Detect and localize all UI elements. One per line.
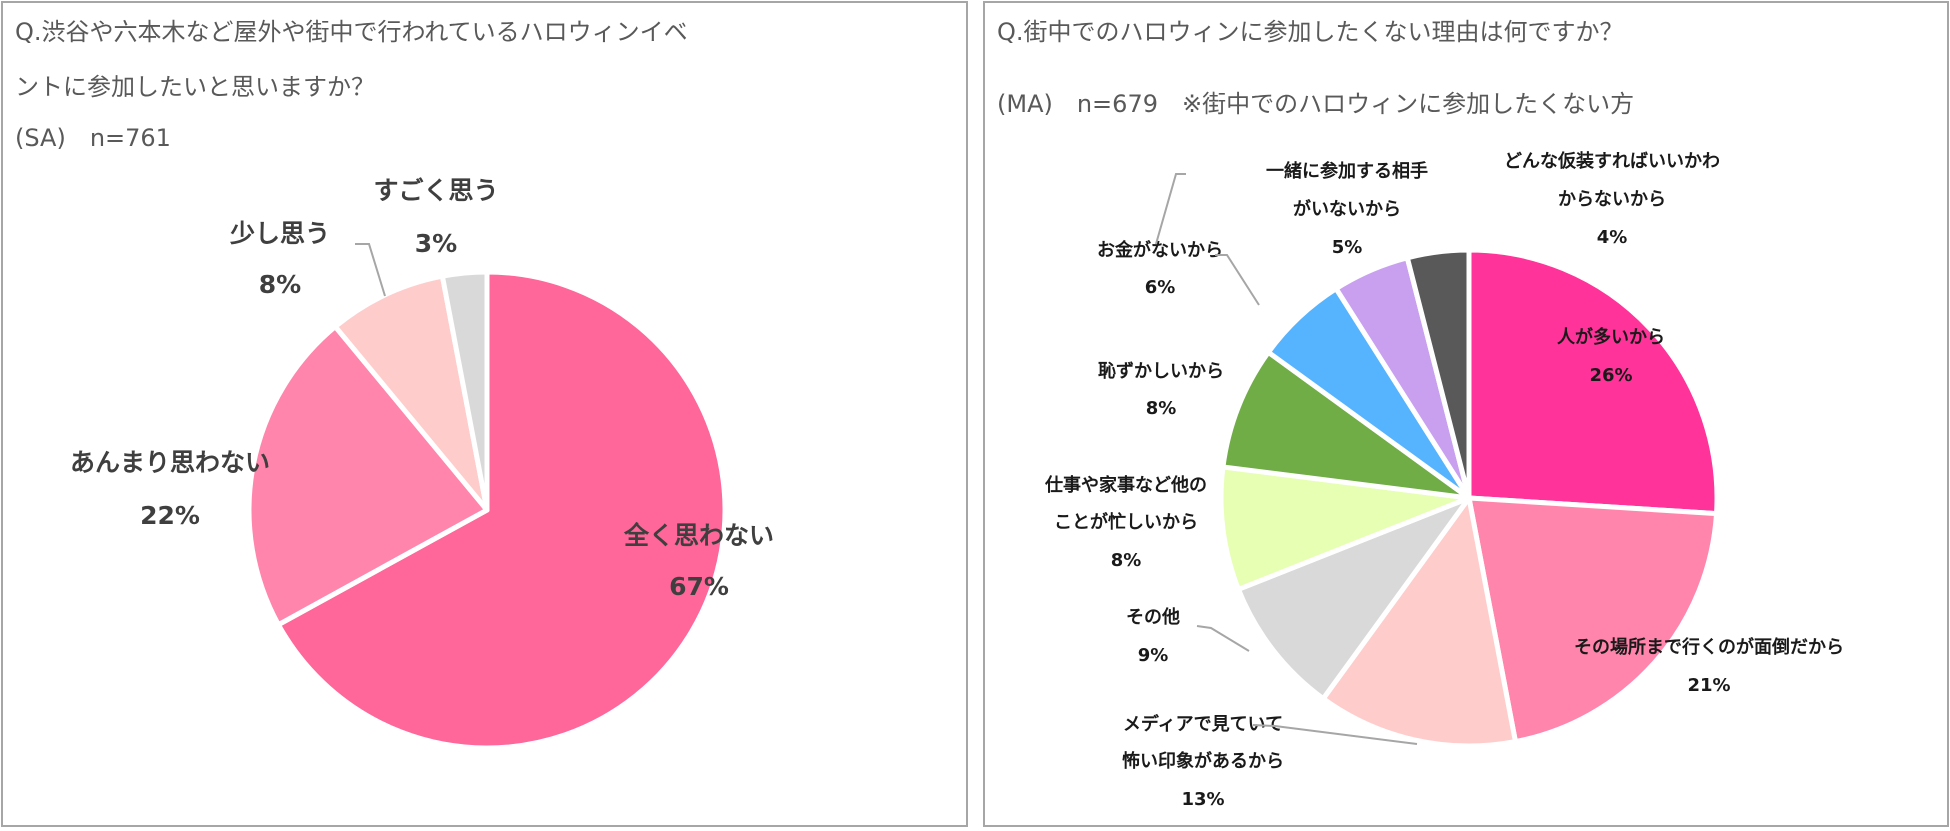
chart2-label-7-line-0: 一緒に参加する相手 — [1266, 160, 1428, 182]
chart1-label-3: すごく思う — [373, 176, 498, 205]
chart1-leader-line-2 — [355, 243, 386, 297]
chart2-pct-8: 4% — [1597, 227, 1628, 248]
chart2-pct-5: 8% — [1146, 398, 1177, 419]
chart1-slice-2 — [332, 273, 490, 513]
chart2-pct-6: 6% — [1145, 277, 1176, 298]
chart2-pct-4: 8% — [1111, 550, 1142, 571]
chart2-slice-0 — [1466, 247, 1720, 517]
chart1-label-2: 少し思う — [229, 219, 330, 248]
chart2-slice-2 — [1320, 495, 1518, 749]
chart2-pct-7: 5% — [1332, 237, 1363, 258]
chart1-pct-2: 8% — [259, 270, 301, 299]
chart2-pct-0: 26% — [1589, 365, 1632, 386]
chart2-label-6-line-0: お金がないから — [1097, 239, 1223, 261]
chart1-pct-1: 22% — [140, 501, 200, 530]
chart1-pct-0: 67% — [669, 572, 729, 601]
chart2-slice-8 — [1404, 247, 1472, 501]
chart2-label-7-line-1: がいないから — [1293, 198, 1401, 220]
chart1-subtitle: (SA) n=761 — [15, 124, 171, 152]
chart2-slice-1 — [1466, 495, 1720, 745]
chart2-slice-4 — [1218, 464, 1472, 592]
chart2-title-line2: (MA) n=679 ※街中でのハロウィンに参加したくない方 — [997, 90, 1635, 118]
chart1-title-line2: ントに参加したいと思いますか？ — [15, 73, 375, 101]
chart1-slice-3 — [439, 269, 490, 513]
chart1-label-0: 全く思わない — [623, 521, 774, 550]
chart2-pie: 人が多いから 26% その場所まで行くのが面倒だから 21% メディアで見ていて怖い印象… — [1044, 150, 1844, 810]
chart2-label-8-line-1: からないから — [1558, 189, 1666, 210]
chart1-slice-1 — [246, 324, 490, 628]
chart2-leader-line-6 — [1215, 254, 1260, 306]
chart2-label-3-line-0: その他 — [1126, 606, 1180, 628]
chart2-leader-line-8 — [1155, 173, 1186, 245]
chart1-pie: 全く思わない 67% あんまり思わない 22% 少し思う 8% すごく思う 3% — [70, 176, 774, 751]
chart1-label-1: あんまり思わない — [70, 448, 270, 477]
chart2-pct-3: 9% — [1138, 645, 1169, 666]
chart2-label-1-line-0: その場所まで行くのが面倒だから — [1574, 636, 1844, 658]
chart2-leader-line-2 — [1252, 724, 1418, 745]
chart-panel-reasons-not-attending: Q.街中でのハロウィンに参加したくない理由は何ですか？ (MA) n=679 ※… — [983, 1, 1949, 827]
chart1-slice-0 — [275, 269, 728, 751]
chart2-pct-2: 13% — [1181, 789, 1224, 810]
chart2-label-5-line-0: 恥ずかしいから — [1098, 361, 1224, 382]
chart2-slice-5 — [1220, 349, 1472, 501]
chart2-leader-line-3 — [1196, 625, 1250, 652]
chart1-title-line1: Q.渋谷や六本木など屋外や街中で行われているハロウィンイベ — [15, 18, 688, 46]
chart1-pct-3: 3% — [415, 229, 457, 258]
chart2-slice-3 — [1235, 495, 1472, 702]
chart2-label-8-line-0: どんな仮装すればいいかわ — [1504, 150, 1720, 172]
chart2-label-4-line-0: 仕事や家事など他の — [1044, 474, 1207, 496]
chart2-label-2-line-0: メディアで見ていて — [1123, 713, 1283, 735]
chart2-pct-1: 21% — [1687, 675, 1730, 696]
chart2-label-0-line-0: 人が多いから — [1557, 326, 1665, 348]
chart2-label-2-line-1: 怖い印象があるから — [1122, 750, 1284, 772]
chart-panel-attendance-intent: Q.渋谷や六本木など屋外や街中で行われているハロウィンイベ ントに参加したいと思… — [1, 1, 968, 827]
chart2-title-line1: Q.街中でのハロウィンに参加したくない理由は何ですか？ — [997, 18, 1624, 46]
chart2-label-4-line-1: ことが忙しいから — [1054, 511, 1198, 533]
